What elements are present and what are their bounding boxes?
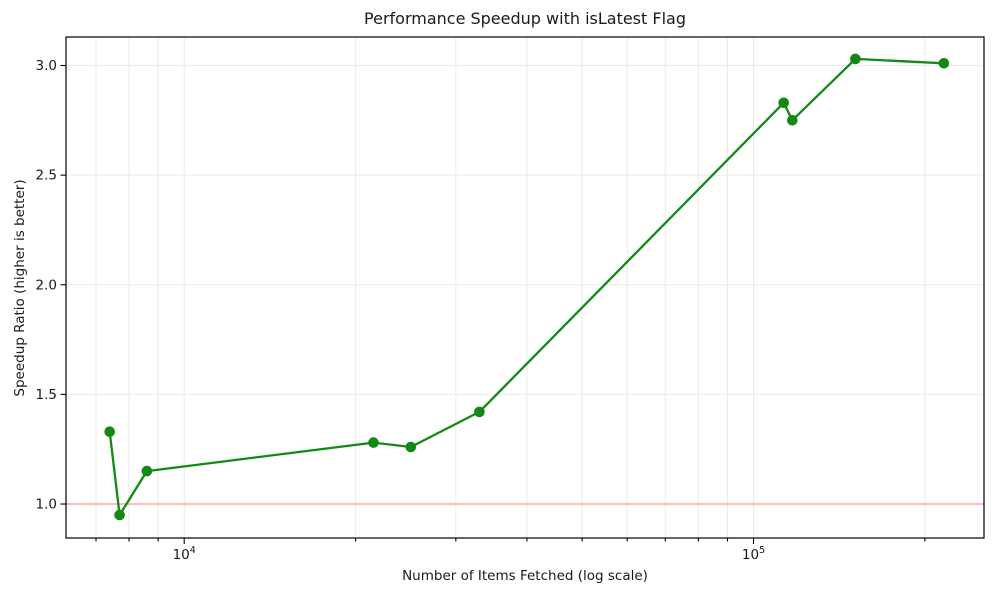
data-point (778, 97, 789, 109)
grid-layer (66, 37, 984, 538)
data-point (938, 58, 950, 69)
data-point (114, 509, 125, 521)
y-tick-label: 1.0 (36, 497, 57, 513)
series-layer (104, 53, 950, 521)
plot-border (65, 36, 985, 539)
x-tick-label: 104 (173, 545, 196, 563)
y-tick-label: 2.5 (36, 168, 57, 184)
y-tick-label: 3.0 (36, 58, 57, 74)
y-axis-label: Speedup Ratio (higher is better) (12, 179, 28, 396)
chart-title: Performance Speedup with isLatest Flag (364, 9, 686, 28)
x-axis-label: Number of Items Fetched (log scale) (402, 568, 648, 584)
y-tick-label: 1.5 (36, 387, 57, 403)
tick-layer: 1.0 1.5 2.0 2.5 3.0 104 105 (36, 58, 926, 563)
data-point (405, 441, 417, 453)
data-point (787, 115, 798, 126)
y-tick-label: 2.0 (36, 277, 57, 293)
data-point (474, 406, 485, 418)
data-point (850, 53, 861, 65)
data-point (368, 437, 379, 448)
x-tick-label: 105 (742, 545, 765, 563)
data-point (141, 465, 153, 477)
series-line (108, 57, 944, 517)
data-point (104, 426, 115, 438)
